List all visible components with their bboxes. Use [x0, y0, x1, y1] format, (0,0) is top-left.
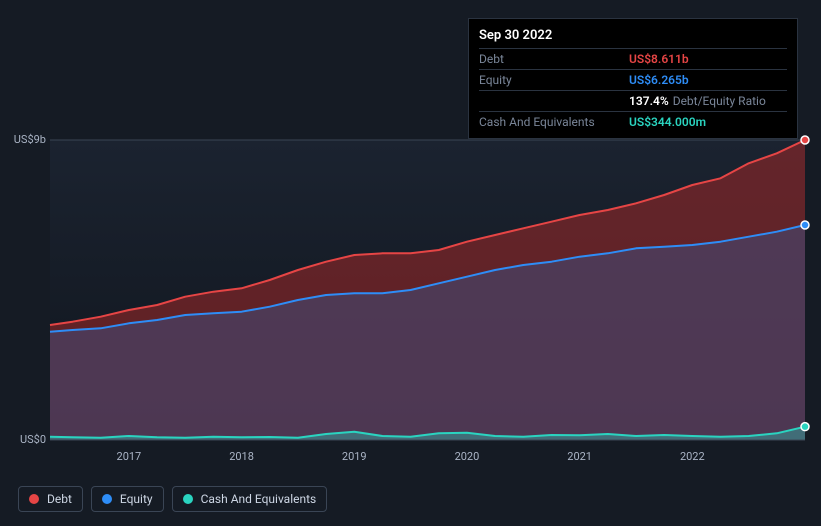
x-axis-label: 2020 [455, 450, 480, 463]
x-axis-label: 2021 [567, 450, 592, 463]
tooltip-row-label: Cash And Equivalents [479, 115, 629, 129]
x-axis-label: 2022 [680, 450, 705, 463]
tooltip-row: 137.4%Debt/Equity Ratio [479, 90, 787, 111]
debt-end-marker-icon [801, 136, 809, 144]
legend-label: Debt [47, 492, 72, 506]
legend-label: Equity [120, 492, 153, 506]
tooltip-row-value: US$344.000m [629, 115, 706, 129]
x-axis-label: 2019 [342, 450, 367, 463]
tooltip-row: EquityUS$6.265b [479, 69, 787, 90]
y-axis-label: US$0 [0, 433, 46, 446]
equity-end-marker-icon [801, 221, 809, 229]
x-axis-label: 2017 [117, 450, 142, 463]
tooltip-row-value: 137.4%Debt/Equity Ratio [629, 94, 766, 108]
legend-cash[interactable]: Cash And Equivalents [172, 486, 328, 512]
legend-dot-icon [29, 494, 39, 504]
legend-dot-icon [183, 494, 193, 504]
tooltip-row-label: Equity [479, 73, 629, 87]
tooltip-row: Cash And EquivalentsUS$344.000m [479, 111, 787, 132]
chart-tooltip: Sep 30 2022 DebtUS$8.611bEquityUS$6.265b… [468, 18, 798, 139]
tooltip-date: Sep 30 2022 [479, 25, 787, 48]
legend-debt[interactable]: Debt [18, 486, 83, 512]
legend-equity[interactable]: Equity [91, 486, 164, 512]
cash-end-marker-icon [801, 423, 809, 431]
tooltip-row-value: US$6.265b [629, 73, 689, 87]
x-axis-label: 2018 [229, 450, 254, 463]
tooltip-row-label [479, 94, 629, 108]
tooltip-row-value: US$8.611b [629, 52, 689, 66]
y-axis-label: US$9b [0, 133, 46, 146]
tooltip-row-label: Debt [479, 52, 629, 66]
legend-dot-icon [102, 494, 112, 504]
chart-legend: Debt Equity Cash And Equivalents [18, 486, 327, 512]
legend-label: Cash And Equivalents [201, 492, 317, 506]
tooltip-row: DebtUS$8.611b [479, 48, 787, 69]
